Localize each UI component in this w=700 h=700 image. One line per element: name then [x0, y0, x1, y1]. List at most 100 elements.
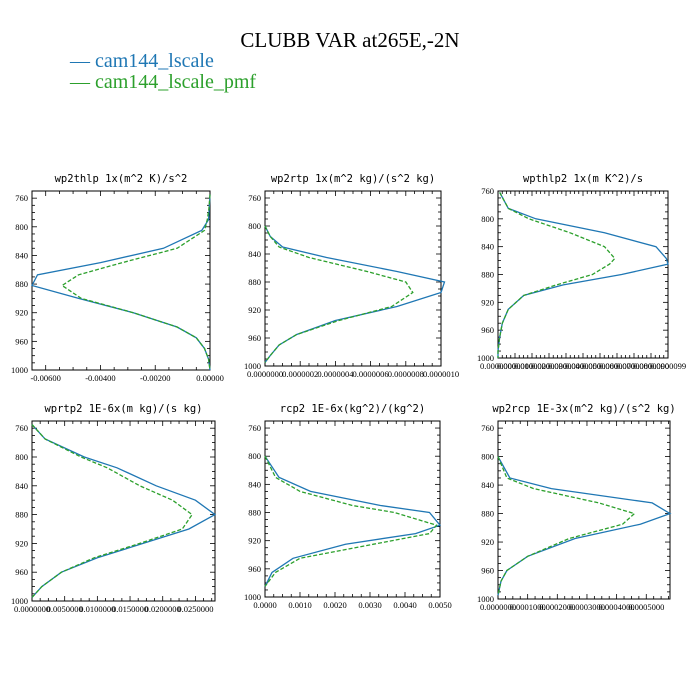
panel-0: wp2thlp 1x(m^2 K)/s^2 760 800 840 880 920 960 1… — [11, 173, 224, 383]
x-tick-label: 0.0150000 — [112, 604, 148, 614]
y-tick-label: 840 — [481, 242, 494, 252]
x-tick-label: 0.0000000 — [14, 604, 50, 614]
panel-title: wpthlp2 1x(m K^2)/s — [523, 173, 643, 185]
panel-title: rcp2 1E-6x(kg^2)/(kg^2) — [280, 403, 425, 415]
y-tick-label: 960 — [481, 325, 494, 335]
y-tick-label: 800 — [15, 452, 28, 462]
legend-label-lscale-pmf: cam144_lscale_pmf — [95, 71, 257, 93]
series-line-lscale — [264, 225, 446, 363]
x-tick-label: 0.0000080 — [616, 361, 652, 371]
x-tick-label: 0.0010 — [288, 600, 311, 610]
x-tick-label: 0.0003000 — [569, 602, 605, 612]
x-tick-label: 0.0000010 — [497, 361, 533, 371]
y-tick-label: 840 — [15, 250, 28, 260]
legend-entry-lscale: — cam144_lscale — [70, 50, 214, 73]
y-tick-label: 880 — [248, 508, 261, 518]
y-tick-label: 880 — [248, 277, 261, 287]
y-tick-label: 800 — [248, 221, 261, 231]
x-tick-label: 0.0000004 — [317, 369, 354, 379]
y-tick-label: 880 — [481, 270, 494, 280]
series-line-lscale — [31, 424, 217, 598]
legend-swatch-lscale: — — [70, 50, 95, 72]
legend-swatch-lscale-pmf: — — [70, 71, 95, 93]
x-tick-label: 0.0030 — [358, 600, 381, 610]
panel-title: wp2thlp 1x(m^2 K)/s^2 — [55, 173, 188, 185]
x-tick-label: 0.0000099 — [650, 361, 686, 371]
y-tick-label: 760 — [248, 193, 261, 203]
y-tick-label: 960 — [248, 333, 261, 343]
y-tick-label: 800 — [481, 214, 494, 224]
y-tick-label: 760 — [248, 423, 261, 433]
y-tick-label: 840 — [248, 249, 261, 259]
series-line-lscale — [264, 455, 442, 587]
series-line-lscale-pmf — [31, 424, 193, 598]
x-tick-label: 0.0005000 — [628, 602, 664, 612]
x-tick-label: 0.0000070 — [599, 361, 635, 371]
x-tick-label: 0.0000002 — [282, 369, 318, 379]
y-tick-label: 920 — [481, 297, 494, 307]
panel-frame — [497, 190, 669, 359]
x-tick-label: 0.0020 — [323, 600, 346, 610]
y-tick-label: 760 — [481, 186, 494, 196]
x-tick-label: 0.0000000 — [247, 369, 283, 379]
panel-title: wprtp2 1E-6x(m kg)/(s kg) — [44, 403, 202, 415]
panel-4: rcp2 1E-6x(kg^2)/(kg^2) 760 800 840 880 920 96… — [244, 403, 452, 610]
x-tick-label: -0.00400 — [85, 373, 115, 383]
y-tick-label: 960 — [248, 564, 261, 574]
y-tick-label: 1000 — [11, 365, 28, 375]
y-tick-label: 920 — [248, 536, 261, 546]
y-tick-label: 880 — [481, 509, 494, 519]
y-tick-label: 840 — [15, 481, 28, 491]
x-tick-label: 0.0250000 — [177, 604, 213, 614]
x-tick-label: 0.0000030 — [531, 361, 567, 371]
y-tick-label: 800 — [15, 222, 28, 232]
y-tick-label: 1000 — [244, 361, 261, 371]
x-tick-label: 0.0000000 — [480, 361, 516, 371]
panel-frame — [264, 420, 441, 598]
y-tick-label: 960 — [481, 566, 494, 576]
x-tick-label: 0.0000 — [253, 600, 276, 610]
panel-2: wpthlp2 1x(m K^2)/s 760 800 840 880 920 960 100… — [477, 173, 686, 371]
x-tick-label: 0.0001000 — [510, 602, 546, 612]
x-tick-label: 0.0004000 — [599, 602, 635, 612]
y-tick-label: 880 — [15, 279, 28, 289]
x-tick-label: 0.00000 — [196, 373, 224, 383]
x-tick-label: 0.0100000 — [79, 604, 115, 614]
y-tick-label: 760 — [15, 423, 28, 433]
y-tick-label: 1000 — [477, 594, 494, 604]
y-tick-label: 960 — [15, 336, 28, 346]
x-tick-label: 0.0000060 — [582, 361, 618, 371]
panel-title: wp2rtp 1x(m^2 kg)/(s^2 kg) — [271, 173, 435, 185]
legend-entry-lscale-pmf: — cam144_lscale_pmf — [70, 71, 256, 94]
y-tick-label: 1000 — [11, 596, 28, 606]
y-tick-label: 920 — [15, 308, 28, 318]
x-tick-label: 0.0000008 — [388, 369, 424, 379]
y-tick-label: 1000 — [477, 353, 494, 363]
panel-5: wp2rcp 1E-3x(m^2 kg)/(s^2 kg) 760 800 840 88… — [477, 403, 676, 612]
panel-frame — [31, 420, 216, 602]
x-tick-label: 0.0000040 — [548, 361, 584, 371]
series-line-lscale-pmf — [264, 225, 414, 363]
y-tick-label: 920 — [15, 538, 28, 548]
x-tick-label: 0.0000000 — [480, 602, 516, 612]
y-tick-label: 920 — [248, 305, 261, 315]
x-tick-label: 0.0002000 — [539, 602, 575, 612]
y-tick-label: 800 — [248, 451, 261, 461]
x-tick-label: 0.0040 — [393, 600, 416, 610]
series-line-lscale-pmf — [264, 455, 438, 587]
series-line-lscale — [497, 192, 669, 358]
y-tick-label: 840 — [248, 479, 261, 489]
panel-frame — [497, 420, 671, 600]
x-tick-label: 0.0000050 — [565, 361, 601, 371]
x-tick-label: 0.0050 — [428, 600, 451, 610]
series-line-lscale-pmf — [497, 192, 616, 358]
page-title: CLUBB VAR at265E,-2N — [240, 28, 460, 52]
series-line-lscale-pmf — [60, 194, 211, 371]
series-line-lscale — [31, 194, 211, 371]
panel-1: wp2rtp 1x(m^2 kg)/(s^2 kg) 760 800 840 880 92… — [244, 173, 459, 379]
y-tick-label: 800 — [481, 452, 494, 462]
x-tick-label: 0.0000006 — [353, 369, 389, 379]
series-line-lscale-pmf — [497, 456, 636, 596]
series-line-lscale — [497, 456, 672, 596]
